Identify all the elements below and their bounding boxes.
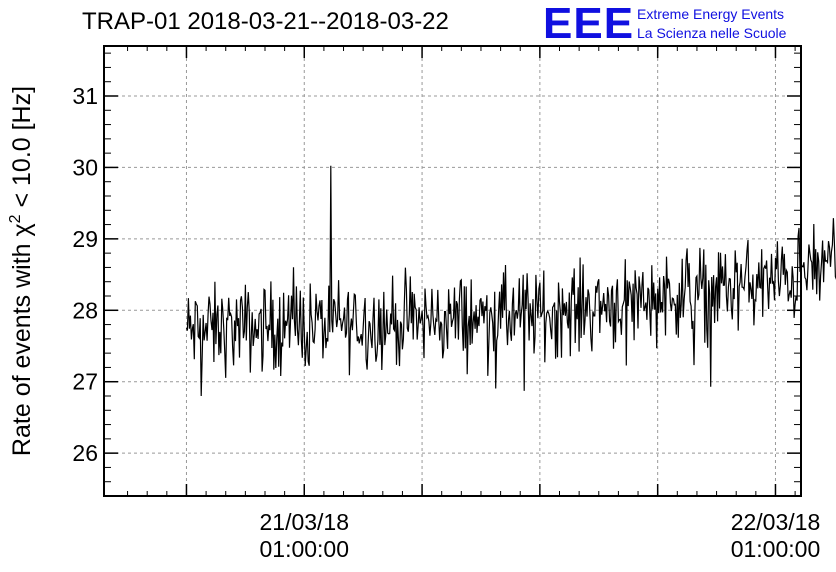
- axis-ticks: 26272829303121/03/1801:00:0022/03/1801:0…: [72, 46, 820, 562]
- y-axis-label: Rate of events with χ2 < 10.0 [Hz]: [7, 86, 36, 456]
- plot-frame: [103, 45, 802, 497]
- y-tick-label: 27: [72, 369, 98, 395]
- x-tick-label-time: 01:00:00: [731, 536, 821, 562]
- x-tick-label-time: 01:00:00: [259, 536, 349, 562]
- x-tick-label-date: 22/03/18: [731, 509, 821, 535]
- y-tick-label: 29: [72, 226, 98, 252]
- grid-lines: [104, 46, 801, 496]
- y-tick-label: 31: [72, 83, 98, 109]
- eee-logo: EEE: [543, 0, 635, 48]
- org-name-line2: La Scienza nelle Scuole: [637, 25, 787, 41]
- series-layer: [185, 165, 836, 397]
- y-tick-label: 30: [72, 154, 98, 180]
- org-name-line1: Extreme Energy Events: [637, 6, 785, 22]
- y-tick-label: 26: [72, 440, 98, 466]
- x-tick-label-date: 21/03/18: [259, 509, 349, 535]
- series-line: [185, 165, 836, 397]
- y-tick-label: 28: [72, 297, 98, 323]
- chart-title: TRAP-01 2018-03-21--2018-03-22: [82, 8, 449, 35]
